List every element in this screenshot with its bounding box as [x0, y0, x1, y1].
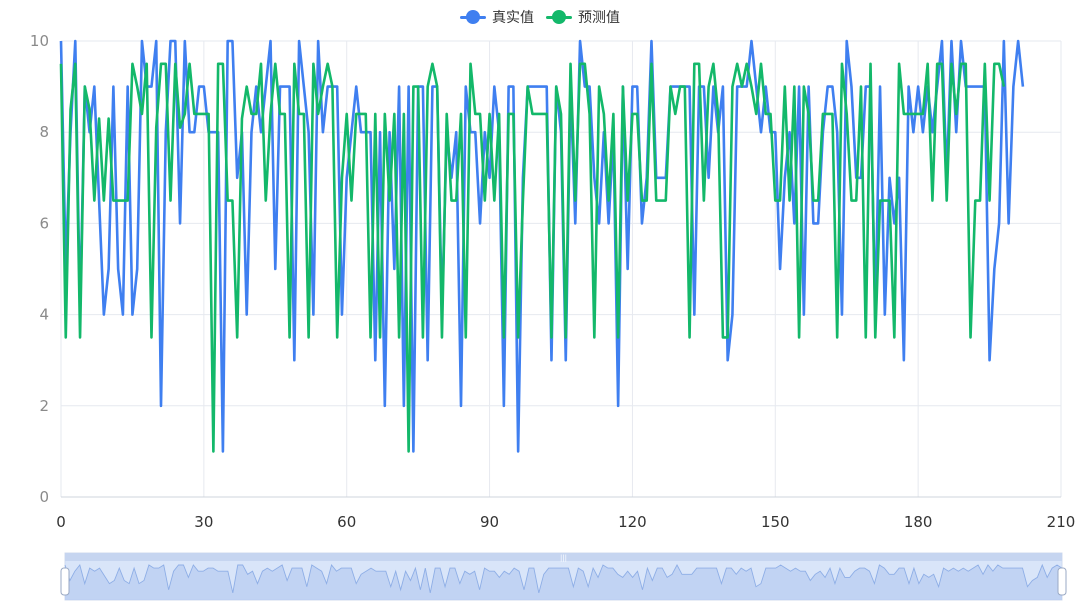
x-tick-label: 150 — [761, 513, 790, 531]
y-tick-label: 6 — [39, 214, 49, 232]
datazoom-preview-area — [65, 565, 1062, 600]
x-tick-label: 90 — [480, 513, 499, 531]
y-tick-label: 8 — [39, 123, 49, 141]
legend-line-circle-icon — [546, 10, 572, 24]
datazoom-handle-left[interactable] — [60, 567, 70, 596]
datazoom-grip-icon: ||| — [560, 554, 567, 562]
y-tick-label: 4 — [39, 306, 49, 324]
datazoom-preview-line — [64, 563, 1063, 594]
legend-label-actual: 真实值 — [492, 10, 534, 26]
x-tick-label: 180 — [904, 513, 933, 531]
legend-line-circle-icon — [460, 10, 486, 24]
legend-label-predicted: 预测值 — [578, 10, 620, 26]
y-tick-label: 2 — [39, 397, 49, 415]
legend-item-predicted[interactable]: 预测值 — [546, 7, 620, 27]
x-tick-label: 60 — [337, 513, 356, 531]
legend-item-actual[interactable]: 真实值 — [460, 7, 534, 27]
datazoom-move-bar — [65, 553, 1062, 561]
datazoom-handle-right[interactable] — [1057, 567, 1067, 596]
x-tick-label: 30 — [194, 513, 213, 531]
chart-legend: 真实值 预测值 — [0, 4, 1080, 30]
x-tick-label: 0 — [56, 513, 66, 531]
y-tick-label: 0 — [39, 488, 49, 506]
series-line-predicted — [59, 62, 1006, 453]
x-tick-label: 210 — [1047, 513, 1076, 531]
x-tick-label: 120 — [618, 513, 647, 531]
y-tick-label: 10 — [30, 32, 49, 50]
